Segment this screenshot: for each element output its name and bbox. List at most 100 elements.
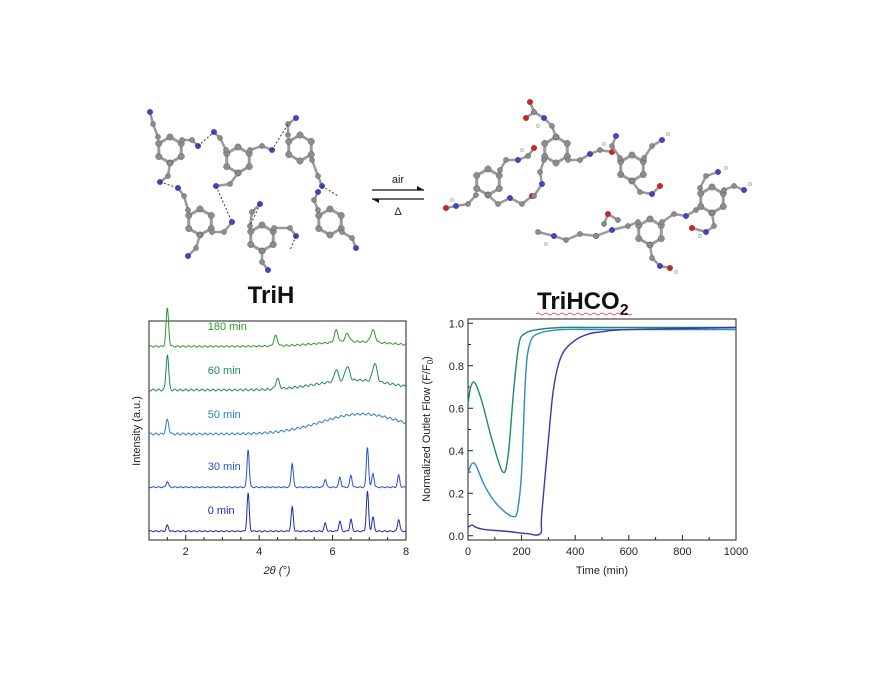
atom <box>223 147 229 153</box>
atom <box>657 263 664 270</box>
carbon-atom <box>196 205 204 213</box>
carbon-atom <box>541 140 549 147</box>
hydrogen-atom <box>698 233 703 238</box>
atom <box>587 150 594 157</box>
atom <box>649 255 655 261</box>
bt-y-tick-label: 0.8 <box>449 361 464 373</box>
breakthrough-y-axis-label: Normalized Outlet Flow (F/F0) <box>421 356 435 502</box>
atom <box>649 190 656 197</box>
atom <box>577 157 583 163</box>
pxrd-chart: 2 4 6 8 180 min 60 min 50 min 30 min 0 min Inte… <box>131 307 409 577</box>
carbon-atom <box>617 171 625 178</box>
hydrogen-atom <box>724 165 729 170</box>
atom <box>155 134 161 140</box>
atom <box>697 185 703 191</box>
atom <box>609 226 616 233</box>
pxrd-series-label: 180 min <box>208 321 247 333</box>
atom <box>551 232 558 239</box>
carbon-atom <box>185 212 193 219</box>
carbon-atom <box>155 140 163 147</box>
pxrd-series-line <box>148 412 407 436</box>
atom <box>703 228 710 235</box>
atom <box>221 229 227 235</box>
atom <box>150 121 156 127</box>
atom <box>167 160 173 166</box>
atom <box>659 219 665 225</box>
atom <box>527 98 534 105</box>
pxrd-series-line <box>148 447 407 489</box>
carbon-atom <box>234 143 242 151</box>
hydrogen-atom <box>602 141 607 146</box>
hydrogen-bond <box>249 203 261 227</box>
atom <box>247 147 253 153</box>
atom <box>709 210 715 216</box>
bt-series-line <box>467 326 736 474</box>
trih-structure-image <box>146 108 360 274</box>
carbon-atom <box>177 153 185 160</box>
carbon-atom <box>296 157 304 165</box>
pxrd-series-label: 50 min <box>208 409 241 421</box>
atom <box>617 155 623 161</box>
atom <box>495 201 501 207</box>
carbon-atom <box>326 205 334 213</box>
carbon-atom <box>247 228 255 235</box>
pxrd-x-tick-label: 6 <box>330 546 336 558</box>
carbon-atom <box>247 241 255 248</box>
carbon-atom <box>628 151 636 159</box>
atom <box>541 157 547 163</box>
trih-label: TriH <box>248 282 295 309</box>
hydrogen-atom <box>520 147 525 152</box>
atom <box>197 232 203 238</box>
hydrogen-atom <box>450 197 455 202</box>
atom <box>293 114 300 121</box>
atom <box>613 132 620 139</box>
atom <box>637 189 643 195</box>
carbon-atom <box>258 221 266 229</box>
atom <box>731 183 737 189</box>
carbon-atom <box>285 151 293 158</box>
carbon-atom <box>166 133 174 141</box>
atom <box>193 245 199 251</box>
atom <box>635 219 641 225</box>
atom <box>217 135 223 141</box>
bt-series-line <box>467 326 737 536</box>
atom <box>259 248 265 254</box>
bt-y-tick-label: 0.0 <box>449 531 464 543</box>
carbon-atom <box>708 183 716 191</box>
atom <box>311 197 317 203</box>
bt-x-tick-label: 0 <box>465 546 471 558</box>
atom <box>309 157 315 163</box>
carbon-atom <box>697 203 705 210</box>
atom <box>689 224 696 231</box>
pxrd-series-line <box>148 307 407 348</box>
hydrogen-bond <box>197 131 215 147</box>
pxrd-series-label: 30 min <box>208 461 241 473</box>
atom <box>184 252 191 259</box>
atom <box>741 186 748 193</box>
carbon-atom <box>307 138 315 145</box>
atom <box>721 187 727 193</box>
pxrd-series-label: 0 min <box>208 505 235 517</box>
reaction-arrows: air Δ <box>372 174 424 218</box>
atom <box>497 167 503 173</box>
atom <box>165 173 171 179</box>
carbon-atom <box>223 163 231 170</box>
carbon-atom <box>155 153 163 160</box>
atom <box>565 157 571 163</box>
atom <box>715 168 722 175</box>
atom <box>228 218 235 225</box>
atom <box>507 194 514 201</box>
hydrogen-atom <box>544 241 549 246</box>
pxrd-series-label: 60 min <box>208 365 241 377</box>
atom <box>535 229 541 235</box>
pxrd-x-tick-label: 4 <box>256 546 262 558</box>
bt-x-tick-label: 400 <box>566 546 584 558</box>
atom <box>443 204 450 211</box>
carbon-atom <box>697 190 705 197</box>
atom <box>647 242 653 248</box>
pxrd-plot-frame <box>148 320 407 541</box>
atom <box>609 143 615 149</box>
carbon-atom <box>495 172 503 179</box>
carbon-atom <box>473 185 481 192</box>
carbon-atom <box>563 140 571 147</box>
